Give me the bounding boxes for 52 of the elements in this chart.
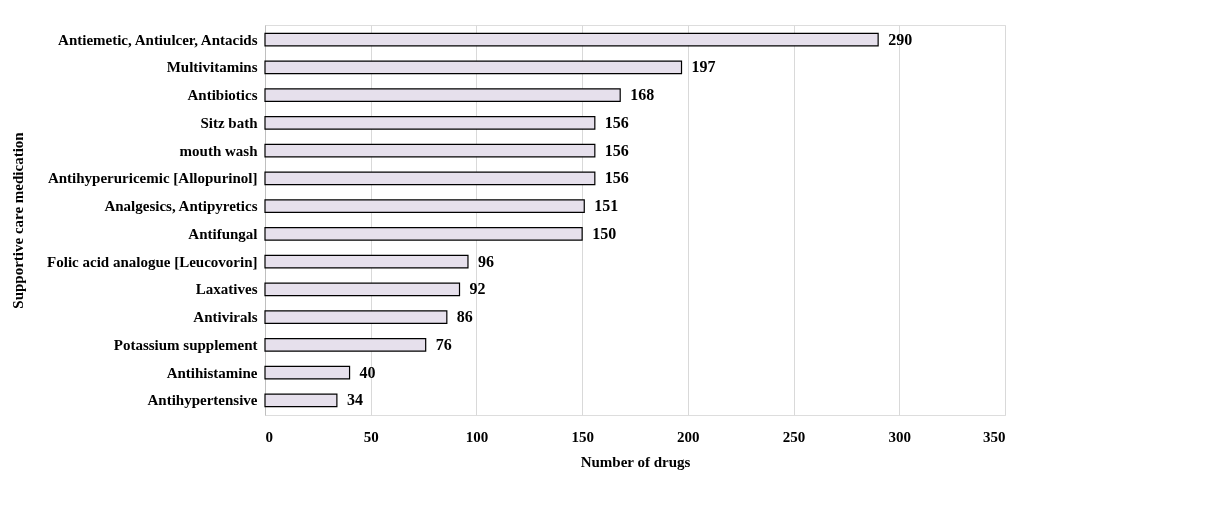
y-tick-label: Folic acid analogue [Leucovorin] <box>47 253 258 270</box>
x-tick-label: 250 <box>782 428 806 445</box>
bar <box>264 32 879 47</box>
bar <box>264 282 461 297</box>
x-axis-title: Number of drugs <box>580 453 691 470</box>
x-tick-label: 350 <box>983 428 1006 445</box>
data-label: 151 <box>594 197 619 215</box>
y-tick-label: Analgesics, Antipyretics <box>104 198 258 215</box>
y-tick-label: Antihypertensive <box>147 392 258 409</box>
data-label: 156 <box>604 169 629 187</box>
x-tick-label: 0 <box>265 428 273 445</box>
data-label: 290 <box>888 30 913 48</box>
x-tick-label: 300 <box>888 428 912 445</box>
x-tick-label: 50 <box>363 428 379 445</box>
data-label: 156 <box>604 141 629 159</box>
bar <box>264 116 596 130</box>
data-label: 86 <box>456 308 473 326</box>
data-label: 168 <box>630 86 655 104</box>
bar <box>264 310 448 324</box>
y-tick-label: Sitz bath <box>200 114 259 131</box>
y-tick-label: Antifungal <box>188 225 258 242</box>
bar <box>264 143 596 158</box>
y-tick-label: Multivitamins <box>166 59 258 76</box>
y-tick-label: Laxatives <box>195 281 258 298</box>
y-tick-label: Antivirals <box>193 309 258 326</box>
data-label: 34 <box>346 391 363 409</box>
data-label: 40 <box>359 363 376 381</box>
x-tick-label: 100 <box>465 428 489 445</box>
y-tick-label: Antibiotics <box>187 87 258 104</box>
x-tick-label: 150 <box>571 428 594 445</box>
bar <box>264 393 338 408</box>
data-label: 96 <box>477 252 494 270</box>
y-tick-label: Antihyperuricemic [Allopurinol] <box>47 170 258 187</box>
data-label: 150 <box>592 224 617 242</box>
bar <box>264 365 351 380</box>
bar <box>264 171 596 186</box>
bar <box>264 199 585 213</box>
bar <box>264 60 683 75</box>
bar <box>264 227 583 241</box>
bar <box>264 88 621 102</box>
y-tick-label: mouth wash <box>179 142 259 159</box>
bar <box>264 254 469 269</box>
y-tick-label: Antihistamine <box>166 364 258 381</box>
x-tick-label: 200 <box>677 428 700 445</box>
y-tick-label: Potassium supplement <box>113 336 258 353</box>
data-label: 76 <box>435 335 452 353</box>
bar <box>264 338 427 352</box>
y-axis-title: Supportive care medication <box>9 131 26 309</box>
data-label: 156 <box>604 113 629 131</box>
y-tick-label: Antiemetic, Antiulcer, Antacids <box>58 31 258 48</box>
data-label: 92 <box>469 280 486 298</box>
data-label: 197 <box>691 58 716 76</box>
